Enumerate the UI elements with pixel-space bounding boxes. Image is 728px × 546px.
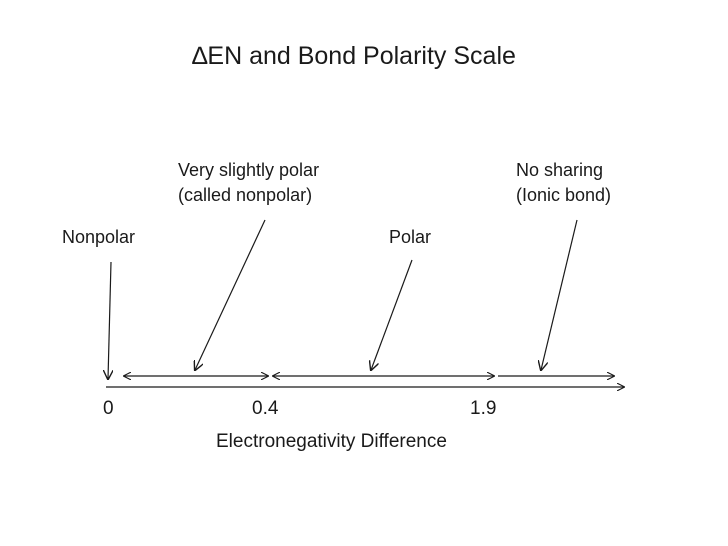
tick-label-0-4: 0.4: [252, 398, 279, 419]
pointer-ionic-arrow: [541, 219, 578, 370]
slide-title: ∆EN and Bond Polarity Scale: [192, 42, 516, 70]
ionic-bond-label: (Ionic bond): [516, 185, 612, 205]
polar-label: Polar: [389, 227, 432, 247]
no-sharing-label: No sharing: [516, 160, 604, 180]
very-slightly-polar-label: Very slightly polar: [178, 160, 320, 180]
tick-label-0: 0: [103, 398, 114, 419]
tick-label-1-9: 1.9: [470, 398, 497, 419]
pointer-polar-arrow: [371, 259, 413, 370]
called-nonpolar-label: (called nonpolar): [178, 185, 313, 205]
pointer-very-slightly-polar-arrow: [195, 219, 266, 370]
axis-label: Electronegativity Difference: [216, 431, 447, 452]
pointer-nonpolar-arrow: [108, 261, 111, 379]
nonpolar-label: Nonpolar: [62, 227, 136, 247]
